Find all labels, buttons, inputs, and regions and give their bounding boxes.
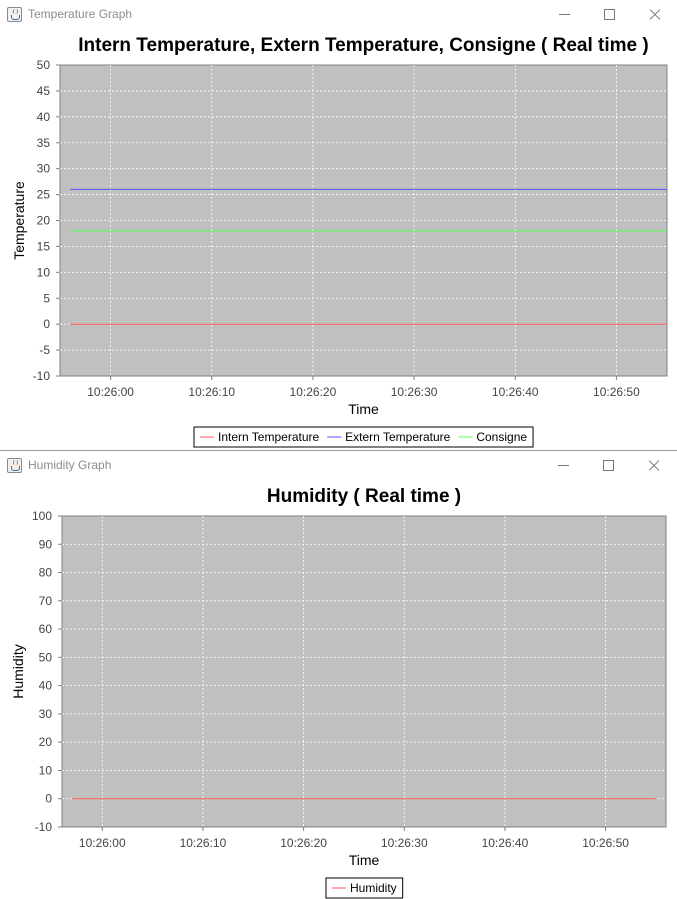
y-tick-label: 15 <box>37 239 51 253</box>
y-axis-title: Humidity <box>10 644 26 698</box>
y-tick-label: -10 <box>35 820 53 834</box>
y-tick-label: 25 <box>37 188 51 202</box>
y-tick-label: -10 <box>33 369 51 383</box>
legend-label: Extern Temperature <box>345 430 450 444</box>
java-app-icon <box>7 458 22 473</box>
x-tick-label: 10:26:40 <box>482 836 529 850</box>
y-tick-label: 100 <box>32 509 52 523</box>
maximize-icon[interactable] <box>596 455 622 477</box>
plot-area <box>59 64 668 377</box>
legend-label: Humidity <box>350 881 397 895</box>
x-axis-title: Time <box>349 852 380 868</box>
legend-label: Intern Temperature <box>218 430 319 444</box>
humidity-graph-window: Humidity Graph Humidity ( Real time ) -10… <box>0 451 677 899</box>
x-tick-label: 10:26:50 <box>582 836 629 850</box>
legend: Intern Temperature Extern Temperature Cons… <box>193 426 534 448</box>
chart-title: Humidity ( Real time ) <box>267 486 461 507</box>
legend-box <box>193 426 534 448</box>
y-tick-label: 30 <box>39 707 53 721</box>
y-tick-label: 10 <box>37 265 51 279</box>
maximize-icon[interactable] <box>597 4 623 26</box>
window-title: Humidity Graph <box>28 458 112 472</box>
java-app-icon <box>7 7 22 22</box>
y-tick-label: 90 <box>39 537 53 551</box>
x-tick-label: 10:26:30 <box>381 836 428 850</box>
y-tick-label: 10 <box>39 763 53 777</box>
y-tick-label: 45 <box>37 84 51 98</box>
window-title: Temperature Graph <box>28 7 133 21</box>
title-bar[interactable]: Temperature Graph <box>0 0 677 30</box>
x-tick-label: 10:26:20 <box>290 385 337 399</box>
y-tick-label: 20 <box>37 214 51 228</box>
x-axis-title: Time <box>348 401 379 417</box>
y-tick-label: 50 <box>37 58 51 72</box>
plot-area <box>61 515 667 828</box>
minimize-icon[interactable] <box>553 4 579 26</box>
legend-label: Consigne <box>476 430 527 444</box>
temperature-chart: Intern Temperature, Extern Temperature, … <box>11 35 668 448</box>
y-tick-label: 35 <box>37 136 51 150</box>
x-tick-label: 10:26:30 <box>391 385 438 399</box>
legend-box <box>325 877 404 899</box>
x-tick-label: 10:26:10 <box>180 836 227 850</box>
close-icon[interactable] <box>642 455 668 477</box>
humidity-chart: Humidity ( Real time ) -10 0 10 20 30 40 50 60 70… <box>10 486 667 899</box>
y-tick-label: -5 <box>39 343 50 357</box>
y-tick-label: 0 <box>45 792 52 806</box>
y-tick-label: 40 <box>39 679 53 693</box>
y-tick-label: 80 <box>39 566 53 580</box>
minimize-icon[interactable] <box>552 455 578 477</box>
y-tick-label: 20 <box>39 735 53 749</box>
y-axis-title: Temperature <box>11 181 27 260</box>
x-tick-label: 10:26:20 <box>280 836 327 850</box>
y-tick-label: 40 <box>37 110 51 124</box>
legend: Humidity <box>325 877 404 899</box>
x-tick-label: 10:26:40 <box>492 385 539 399</box>
title-bar[interactable]: Humidity Graph <box>0 451 677 481</box>
x-tick-label: 10:26:10 <box>188 385 235 399</box>
x-tick-label: 10:26:50 <box>593 385 640 399</box>
y-tick-label: 5 <box>43 291 50 305</box>
y-tick-label: 60 <box>39 622 53 636</box>
chart-title: Intern Temperature, Extern Temperature, … <box>78 35 648 56</box>
close-icon[interactable] <box>643 4 669 26</box>
y-tick-label: 0 <box>43 317 50 331</box>
x-tick-label: 10:26:00 <box>79 836 126 850</box>
temperature-graph-window: Temperature Graph Intern Temperature, Ex… <box>0 0 677 451</box>
y-tick-label: 70 <box>39 594 53 608</box>
y-tick-label: 50 <box>39 650 53 664</box>
y-tick-label: 30 <box>37 162 51 176</box>
x-tick-label: 10:26:00 <box>87 385 134 399</box>
